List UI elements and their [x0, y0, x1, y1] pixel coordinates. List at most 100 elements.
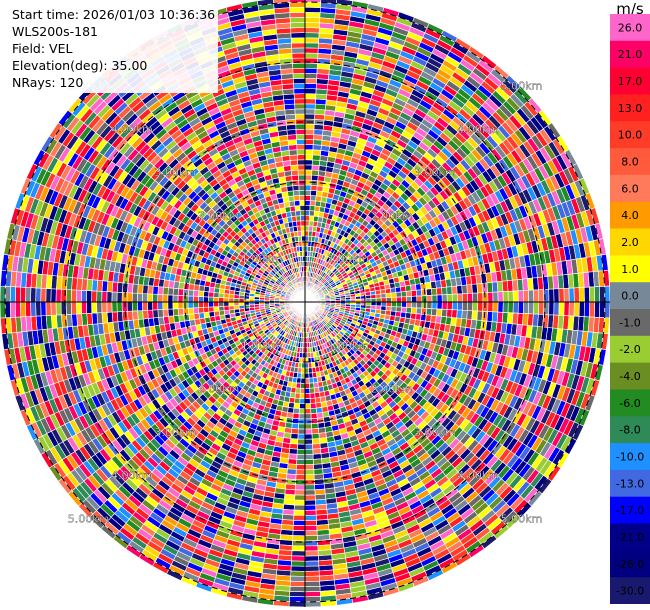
velocity-cell — [311, 422, 319, 430]
velocity-cell — [304, 11, 321, 19]
velocity-cell — [304, 174, 313, 181]
velocity-cell — [290, 565, 306, 572]
velocity-cell — [446, 301, 453, 311]
velocity-cell — [299, 387, 306, 394]
velocity-cell — [390, 292, 397, 298]
velocity-cell — [583, 286, 591, 303]
velocity-cell — [421, 295, 428, 303]
velocity-cell — [310, 417, 319, 425]
velocity-cell — [309, 200, 316, 207]
velocity-cell — [451, 285, 458, 295]
velocity-cell — [451, 293, 458, 303]
velocity-cell — [385, 301, 392, 307]
velocity-cell — [295, 469, 306, 476]
velocity-cell — [299, 393, 306, 399]
velocity-cell — [396, 301, 402, 308]
velocity-cell — [289, 580, 306, 588]
velocity-cell — [304, 164, 313, 171]
velocity-cell — [446, 286, 453, 295]
velocity-cell — [304, 550, 319, 557]
velocity-cell — [385, 292, 392, 299]
velocity-cell — [296, 448, 306, 455]
velocity-cell — [512, 290, 519, 303]
velocity-cell — [304, 215, 310, 222]
velocity-cell — [304, 128, 315, 135]
velocity-cell — [304, 438, 313, 445]
velocity-cell — [304, 144, 314, 151]
velocity-cell — [304, 138, 314, 145]
velocity-cell — [467, 301, 474, 312]
velocity-cell — [462, 301, 469, 311]
velocity-cell — [456, 301, 463, 311]
velocity-cell — [416, 295, 423, 303]
velocity-cell — [304, 377, 310, 384]
velocity-cell — [309, 392, 316, 399]
velocity-cell — [446, 293, 453, 303]
velocity-cell — [297, 438, 306, 445]
velocity-cell — [292, 407, 300, 415]
velocity-cell — [548, 288, 555, 303]
velocity-cell — [384, 288, 392, 294]
velocity-cell — [304, 159, 313, 166]
velocity-cell — [294, 397, 301, 404]
velocity-cell — [311, 438, 321, 445]
velocity-cell — [528, 289, 535, 303]
velocity-cell — [312, 458, 323, 465]
velocity-cell — [304, 205, 311, 211]
velocity-cell — [290, 428, 299, 435]
velocity-cell — [400, 306, 407, 313]
velocity-cell — [528, 301, 535, 315]
velocity-cell — [385, 297, 392, 303]
velocity-cell — [507, 301, 514, 314]
velocity-cell — [370, 297, 377, 303]
velocity-cell — [290, 575, 306, 582]
velocity-cell — [477, 301, 484, 312]
velocity-cell — [304, 474, 315, 481]
velocity-cell — [578, 301, 585, 317]
velocity-cell — [304, 27, 320, 34]
velocity-cell — [492, 301, 499, 313]
velocity-cell — [425, 288, 433, 296]
velocity-cell — [292, 530, 306, 537]
velocity-cell — [304, 113, 316, 120]
velocity-cell — [290, 570, 306, 577]
velocity-cell — [304, 362, 309, 369]
velocity-cell — [291, 422, 299, 430]
velocity-cell — [304, 62, 318, 69]
velocity-cell — [426, 301, 433, 310]
velocity-cell — [311, 169, 320, 176]
velocity-cell — [304, 194, 311, 201]
velocity-cell — [304, 494, 316, 501]
velocity-cell — [446, 309, 453, 318]
velocity-cell — [308, 382, 315, 389]
velocity-cell — [431, 294, 438, 303]
velocity-cell — [401, 296, 408, 303]
velocity-cell — [295, 474, 306, 481]
velocity-cell — [436, 294, 443, 303]
velocity-cell — [304, 88, 317, 95]
velocity-cell — [304, 489, 316, 496]
velocity-cell — [304, 37, 320, 44]
velocity-cell — [380, 297, 387, 303]
velocity-cell — [309, 195, 317, 202]
velocity-cell — [415, 307, 423, 315]
velocity-cell — [312, 139, 323, 146]
velocity-cell — [311, 174, 319, 182]
velocity-cell — [588, 301, 596, 318]
velocity-cell — [563, 301, 570, 317]
velocity-cell — [304, 413, 312, 420]
velocity-cell — [304, 423, 313, 430]
velocity-cell — [293, 504, 306, 511]
velocity-cell — [309, 402, 317, 409]
velocity-cell — [405, 306, 412, 314]
velocity-cell — [289, 591, 306, 598]
velocity-cell — [578, 287, 585, 303]
velocity-cell — [309, 387, 315, 394]
velocity-cell — [497, 301, 504, 313]
velocity-cell — [401, 301, 408, 308]
velocity-cell — [410, 307, 418, 315]
velocity-cell — [538, 289, 545, 303]
velocity-cell — [304, 6, 321, 13]
velocity-cell — [522, 301, 530, 315]
